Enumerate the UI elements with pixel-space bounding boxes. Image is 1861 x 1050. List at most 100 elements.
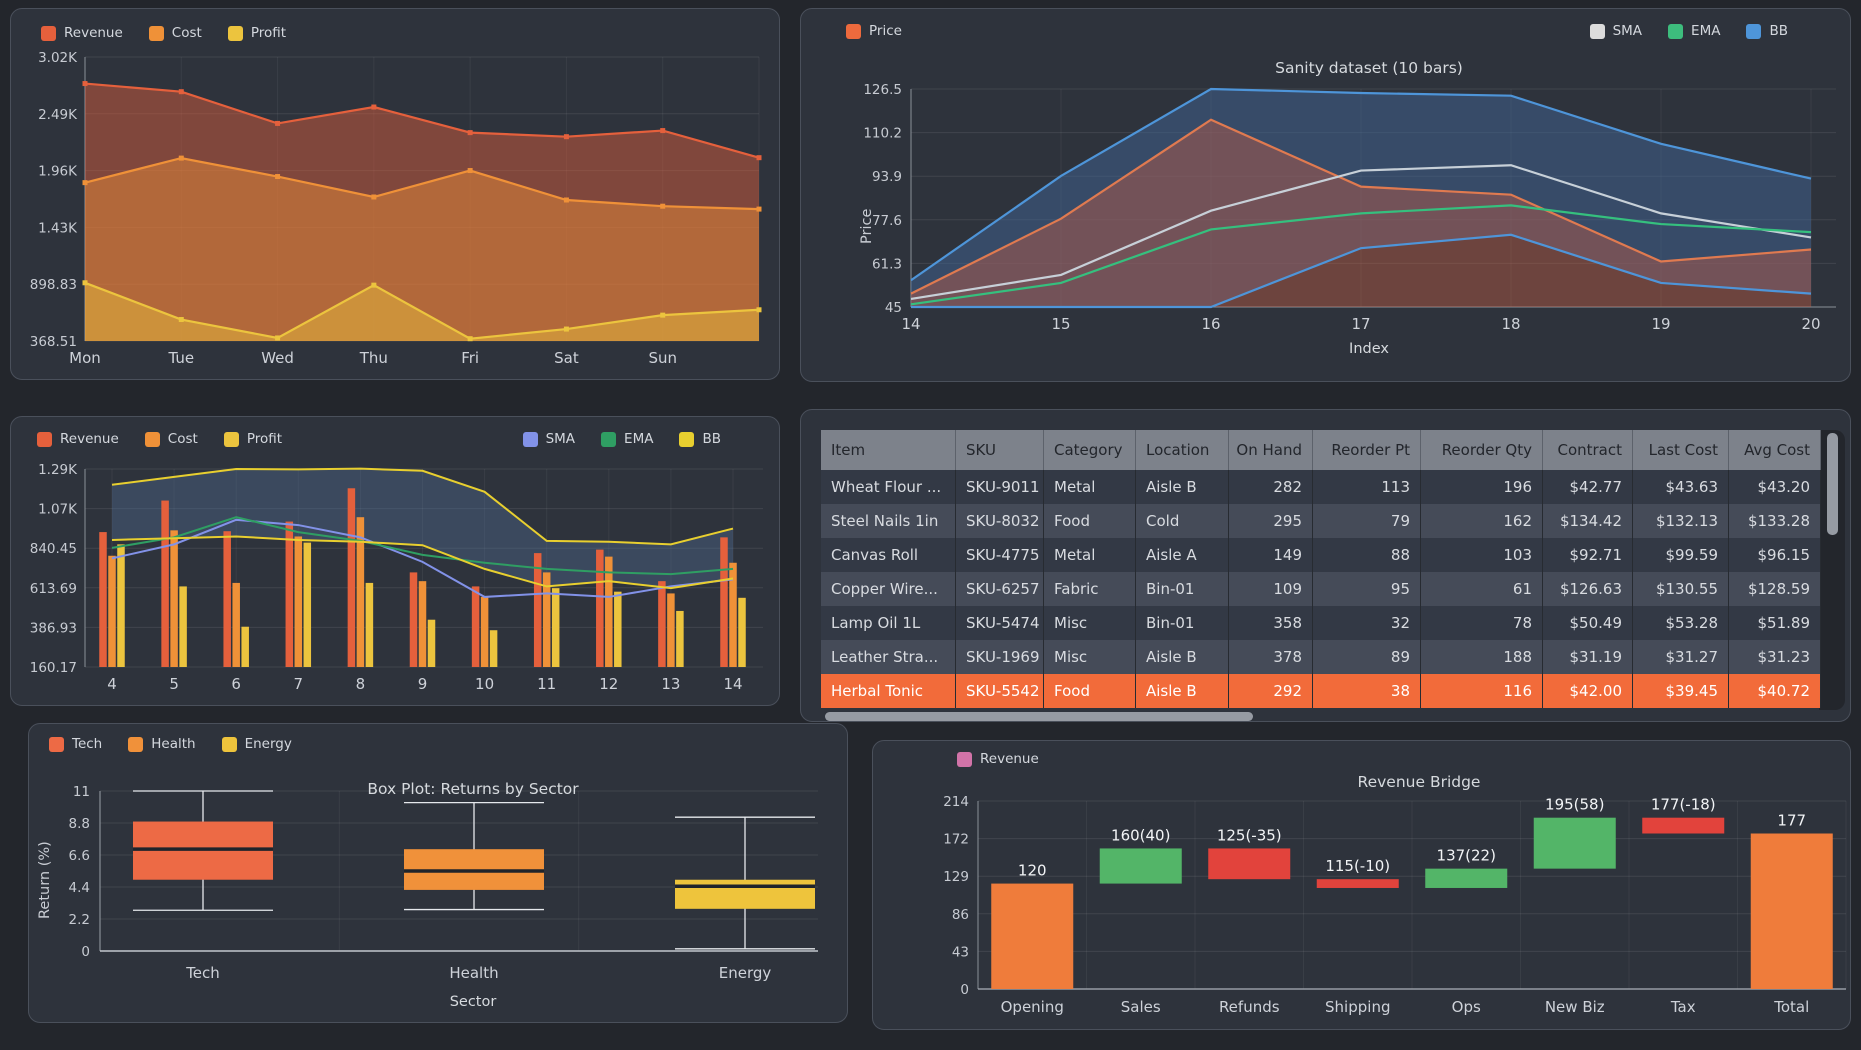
table-cell[interactable]: 113	[1313, 470, 1421, 504]
table-cell[interactable]: $31.27	[1633, 640, 1729, 674]
table-cell[interactable]: 295	[1229, 504, 1313, 538]
table-cell[interactable]: Aisle B	[1136, 640, 1229, 674]
table-cell[interactable]: SKU-6257	[956, 572, 1044, 606]
table-cell[interactable]: $134.42	[1543, 504, 1633, 538]
table-cell[interactable]: 378	[1229, 640, 1313, 674]
legend-item-tech[interactable]: Tech	[49, 736, 102, 752]
table-cell[interactable]: Aisle A	[1136, 538, 1229, 572]
table-cell[interactable]: SKU-5542	[956, 674, 1044, 708]
column-header-on-hand[interactable]: On Hand	[1229, 430, 1313, 470]
legend-item-profit[interactable]: Profit	[227, 25, 286, 41]
legend-item-cost[interactable]: Cost	[144, 431, 198, 447]
legend-item-sma[interactable]: SMA	[1589, 23, 1642, 39]
table-cell[interactable]: $40.72	[1729, 674, 1821, 708]
table-cell[interactable]: 38	[1313, 674, 1421, 708]
table-cell[interactable]: SKU-9011	[956, 470, 1044, 504]
table-cell[interactable]: 292	[1229, 674, 1313, 708]
table-cell[interactable]: $96.15	[1729, 538, 1821, 572]
table-cell[interactable]: Aisle B	[1136, 674, 1229, 708]
legend-item-cost[interactable]: Cost	[148, 25, 202, 41]
table-cell[interactable]: $92.71	[1543, 538, 1633, 572]
legend-item-energy[interactable]: Energy	[221, 736, 292, 752]
table-cell[interactable]: $42.77	[1543, 470, 1633, 504]
legend-item-sma[interactable]: SMA	[522, 431, 575, 447]
table-cell[interactable]: Food	[1044, 674, 1136, 708]
table-cell[interactable]: Fabric	[1044, 572, 1136, 606]
table-cell[interactable]: SKU-1969	[956, 640, 1044, 674]
table-cell[interactable]: 95	[1313, 572, 1421, 606]
table-cell[interactable]: Metal	[1044, 470, 1136, 504]
table-cell[interactable]: $31.23	[1729, 640, 1821, 674]
table-cell[interactable]: 162	[1421, 504, 1543, 538]
table-cell[interactable]: Bin-01	[1136, 606, 1229, 640]
table-cell[interactable]: $43.20	[1729, 470, 1821, 504]
table-cell[interactable]: Copper Wire...	[821, 572, 956, 606]
table-cell[interactable]: $50.49	[1543, 606, 1633, 640]
table-cell[interactable]: Aisle B	[1136, 470, 1229, 504]
table-cell[interactable]: $51.89	[1729, 606, 1821, 640]
daily-barline-chart-canvas[interactable]: 1.29K 1.07K 840.45 613.69 386.93 160.17 4 5 6 7 8 9…	[11, 417, 778, 704]
column-header-sku[interactable]: SKU	[956, 430, 1044, 470]
legend-item-revenue[interactable]: Revenue	[37, 431, 119, 447]
table-cell[interactable]: Leather Stra...	[821, 640, 956, 674]
table-cell[interactable]: SKU-4775	[956, 538, 1044, 572]
column-header-location[interactable]: Location	[1136, 430, 1229, 470]
table-cell[interactable]: 109	[1229, 572, 1313, 606]
table-cell[interactable]: $39.45	[1633, 674, 1729, 708]
table-cell[interactable]: Misc	[1044, 640, 1136, 674]
table-cell[interactable]: Herbal Tonic	[821, 674, 956, 708]
column-header-category[interactable]: Category	[1044, 430, 1136, 470]
table-cell[interactable]: 88	[1313, 538, 1421, 572]
legend-item-ema[interactable]: EMA	[1668, 23, 1720, 39]
table-cell[interactable]: $42.00	[1543, 674, 1633, 708]
legend-item-bb[interactable]: BB	[679, 431, 721, 447]
table-cell[interactable]: $128.59	[1729, 572, 1821, 606]
table-cell[interactable]: $133.28	[1729, 504, 1821, 538]
table-cell[interactable]: $31.19	[1543, 640, 1633, 674]
legend-item-ema[interactable]: EMA	[601, 431, 653, 447]
table-cell[interactable]: $43.63	[1633, 470, 1729, 504]
table-cell[interactable]: 188	[1421, 640, 1543, 674]
table-cell[interactable]: Bin-01	[1136, 572, 1229, 606]
table-cell[interactable]: 32	[1313, 606, 1421, 640]
table-cell[interactable]: Cold	[1136, 504, 1229, 538]
legend-item-price[interactable]: Price	[846, 23, 902, 39]
table-cell[interactable]: 78	[1421, 606, 1543, 640]
table-cell[interactable]: 103	[1421, 538, 1543, 572]
legend-item-revenue[interactable]: Revenue	[957, 751, 1039, 767]
table-cell[interactable]: Steel Nails 1in	[821, 504, 956, 538]
column-header-reorder-pt[interactable]: Reorder Pt	[1313, 430, 1421, 470]
waterfall-chart-canvas[interactable]: 214 172 129 86 43 0 120 Opening 160(40) Sales 125(…	[873, 741, 1849, 1028]
table-cell[interactable]: 149	[1229, 538, 1313, 572]
table-cell[interactable]: 358	[1229, 606, 1313, 640]
table-cell[interactable]: $99.59	[1633, 538, 1729, 572]
table-cell[interactable]: Canvas Roll	[821, 538, 956, 572]
table-cell[interactable]: Misc	[1044, 606, 1136, 640]
legend-item-health[interactable]: Health	[128, 736, 196, 752]
table-vscroll-thumb[interactable]	[1827, 433, 1838, 535]
column-header-reorder-qty[interactable]: Reorder Qty	[1421, 430, 1543, 470]
legend-item-revenue[interactable]: Revenue	[41, 25, 123, 41]
table-cell[interactable]: Metal	[1044, 538, 1136, 572]
table-cell[interactable]: 282	[1229, 470, 1313, 504]
column-header-item[interactable]: Item	[821, 430, 956, 470]
table-cell[interactable]: $126.63	[1543, 572, 1633, 606]
legend-item-profit[interactable]: Profit	[223, 431, 282, 447]
table-cell[interactable]: SKU-8032	[956, 504, 1044, 538]
table-cell[interactable]: Lamp Oil 1L	[821, 606, 956, 640]
table-cell[interactable]: 61	[1421, 572, 1543, 606]
column-header-contract[interactable]: Contract	[1543, 430, 1633, 470]
column-header-last-cost[interactable]: Last Cost	[1633, 430, 1729, 470]
table-cell[interactable]: Wheat Flour ...	[821, 470, 956, 504]
table-hscroll-thumb[interactable]	[825, 712, 1253, 721]
table-cell[interactable]: 196	[1421, 470, 1543, 504]
table-cell[interactable]: $53.28	[1633, 606, 1729, 640]
table-cell[interactable]: SKU-5474	[956, 606, 1044, 640]
legend-item-bb[interactable]: BB	[1746, 23, 1788, 39]
table-cell[interactable]: Food	[1044, 504, 1136, 538]
table-cell[interactable]: 79	[1313, 504, 1421, 538]
boxplot-chart-canvas[interactable]: 11 8.8 6.6 4.4 2.2 0 Tech Health Energy	[29, 724, 846, 1021]
table-cell[interactable]: 89	[1313, 640, 1421, 674]
